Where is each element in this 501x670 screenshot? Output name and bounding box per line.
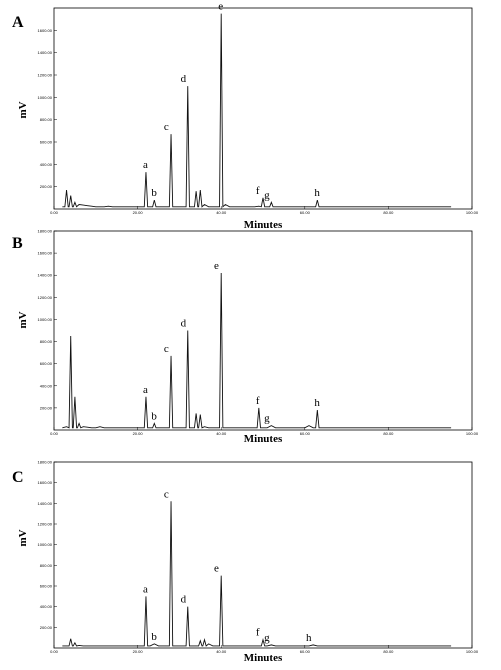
x-tick-label: 20.00 — [133, 210, 144, 215]
x-tick-label: 80.00 — [383, 210, 394, 215]
peak-label: e — [218, 1, 223, 13]
x-tick-label: 100.00 — [466, 431, 479, 436]
peak-label: c — [164, 121, 169, 133]
x-tick-label: 80.00 — [383, 649, 394, 654]
x-tick-label: 80.00 — [383, 431, 394, 436]
peak-label: g — [264, 413, 270, 425]
x-tick-label: 0.00 — [50, 649, 59, 654]
y-tick-label: 1200.00 — [38, 73, 53, 78]
peak-label: c — [164, 343, 169, 355]
y-tick-label: 1800.00 — [38, 229, 53, 234]
y-axis-label: mV — [17, 101, 29, 118]
x-tick-label: 40.00 — [216, 649, 227, 654]
y-tick-label: 600.00 — [40, 584, 53, 589]
peak-label: b — [151, 187, 157, 199]
x-tick-label: 60.00 — [300, 431, 311, 436]
x-tick-label: 20.00 — [133, 649, 144, 654]
y-tick-label: 1600.00 — [38, 480, 53, 485]
peak-label: b — [151, 410, 157, 422]
peak-label: d — [181, 318, 187, 330]
y-tick-label: 1400.00 — [38, 273, 53, 278]
x-tick-label: 100.00 — [466, 649, 479, 654]
plot-frame-0 — [53, 7, 473, 210]
y-tick-label: 1600.00 — [38, 28, 53, 33]
peak-label: a — [143, 583, 148, 595]
y-tick-label: 600.00 — [40, 140, 53, 145]
peak-label: d — [181, 73, 187, 85]
peak-label: a — [143, 159, 148, 171]
peak-label: f — [256, 395, 260, 407]
x-tick-label: 100.00 — [466, 210, 479, 215]
x-tick-label: 20.00 — [133, 431, 144, 436]
panel-letter: C — [12, 469, 24, 486]
peak-label: h — [314, 187, 320, 199]
peak-label: g — [264, 189, 270, 201]
y-tick-label: 800.00 — [40, 339, 53, 344]
y-tick-label: 1200.00 — [38, 295, 53, 300]
x-axis-label: Minutes — [244, 219, 283, 231]
y-tick-label: 400.00 — [40, 383, 53, 388]
y-axis-label: mV — [17, 311, 29, 328]
peak-label: g — [264, 632, 270, 644]
peak-label: h — [306, 632, 312, 644]
peak-label: e — [214, 563, 219, 575]
y-axis-label: mV — [17, 529, 29, 546]
peak-label: h — [314, 397, 320, 409]
y-tick-label: 1800.00 — [38, 460, 53, 465]
peak-label: a — [143, 384, 148, 396]
y-tick-label: 800.00 — [40, 563, 53, 568]
chromatogram-trace-series-0 — [62, 13, 452, 208]
panel-letter: A — [12, 14, 24, 31]
plot-frame-1 — [53, 230, 473, 431]
x-axis-label: Minutes — [244, 652, 283, 664]
x-tick-label: 60.00 — [300, 210, 311, 215]
y-tick-label: 1400.00 — [38, 501, 53, 506]
y-tick-label: 1000.00 — [38, 317, 53, 322]
peak-label: f — [256, 627, 260, 639]
peak-label: c — [164, 488, 169, 500]
y-tick-label: 600.00 — [40, 361, 53, 366]
x-tick-label: 60.00 — [300, 649, 311, 654]
y-tick-label: 200.00 — [40, 625, 53, 630]
x-tick-label: 40.00 — [216, 431, 227, 436]
y-tick-label: 1400.00 — [38, 50, 53, 55]
peak-label: e — [214, 260, 219, 272]
plot-frame-2 — [53, 461, 473, 649]
y-tick-label: 400.00 — [40, 604, 53, 609]
chromatogram-trace-series-0 — [62, 501, 452, 647]
x-tick-label: 0.00 — [50, 210, 59, 215]
x-tick-label: 0.00 — [50, 431, 59, 436]
y-tick-label: 1200.00 — [38, 522, 53, 527]
x-tick-label: 40.00 — [216, 210, 227, 215]
peak-label: b — [151, 631, 157, 643]
y-tick-label: 1600.00 — [38, 251, 53, 256]
y-tick-label: 1000.00 — [38, 95, 53, 100]
chromatogram-trace-series-0 — [62, 273, 452, 429]
y-tick-label: 1000.00 — [38, 542, 53, 547]
y-tick-label: 200.00 — [40, 184, 53, 189]
y-tick-label: 800.00 — [40, 117, 53, 122]
y-tick-label: 200.00 — [40, 405, 53, 410]
x-axis-label: Minutes — [244, 433, 283, 445]
peak-label: f — [256, 185, 260, 197]
y-tick-label: 400.00 — [40, 162, 53, 167]
peak-label: d — [181, 594, 187, 606]
panel-letter: B — [12, 235, 23, 252]
